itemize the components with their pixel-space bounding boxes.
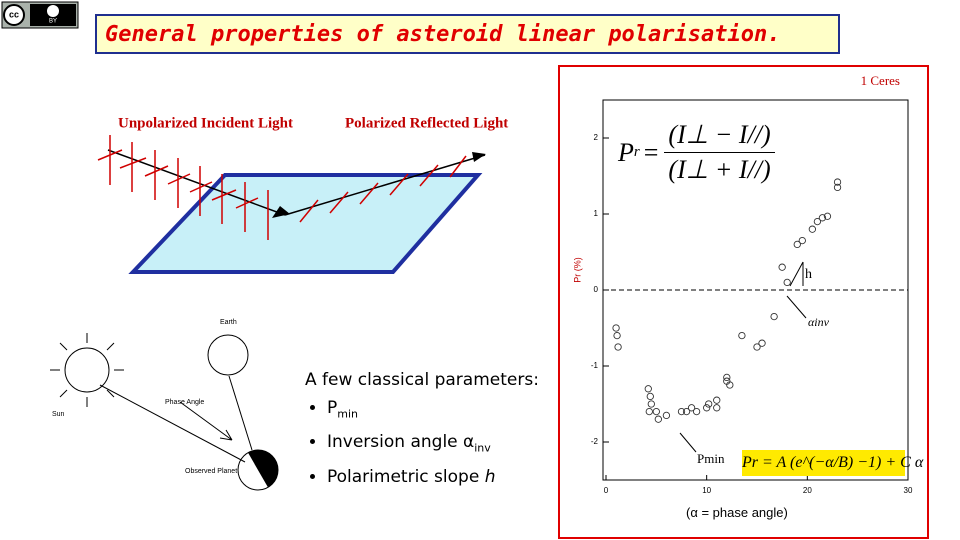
sun-label: Sun xyxy=(52,411,65,418)
fit-formula: Pr = A (e^(−α/B) −1) + C α xyxy=(742,450,923,476)
data-point xyxy=(652,407,660,416)
data-point xyxy=(705,400,713,408)
data-point xyxy=(645,407,653,416)
y-axis-label: Pr (%) xyxy=(572,257,582,283)
parameter-item: Pmin xyxy=(327,394,539,428)
data-point xyxy=(647,400,655,408)
data-point xyxy=(644,385,652,393)
y-tick-label: -2 xyxy=(591,437,599,446)
data-point xyxy=(726,381,734,389)
data-point xyxy=(783,278,791,287)
data-point xyxy=(654,415,662,423)
earth-label: Earth xyxy=(220,319,237,326)
data-point xyxy=(753,343,761,351)
formula-lhs-sub: r xyxy=(633,144,640,160)
chart-title: 1 Ceres xyxy=(861,73,900,88)
y-tick-label: 2 xyxy=(594,133,599,142)
data-point xyxy=(687,404,696,412)
data-point xyxy=(646,392,654,401)
inversion-label: αinv xyxy=(808,315,830,329)
data-point xyxy=(613,331,621,340)
formula-eq: = xyxy=(643,137,659,167)
reflected-label: Polarized Reflected Light xyxy=(345,115,508,131)
polarization-arrows xyxy=(97,135,467,240)
planet-label: Observed Planet xyxy=(185,468,237,475)
caption: (α = phase angle) xyxy=(686,505,788,520)
item-text: P xyxy=(327,398,338,418)
surface xyxy=(128,173,483,274)
data-point xyxy=(823,212,832,220)
sun-rays xyxy=(50,333,124,407)
data-point xyxy=(758,339,766,347)
data-point xyxy=(770,312,778,321)
minimum-pointer xyxy=(679,432,697,453)
data-point xyxy=(808,225,817,233)
parameter-items: Pmin Inversion angle αinv Polarimetric s… xyxy=(305,394,539,491)
data-point xyxy=(703,404,711,412)
by-icon xyxy=(47,5,59,17)
inversion-pointer xyxy=(786,295,807,319)
data-point xyxy=(723,373,731,382)
data-point xyxy=(713,404,721,412)
sun-line xyxy=(99,384,246,463)
slide-title: General properties of asteroid linear po… xyxy=(95,14,840,54)
x-tick-label: 0 xyxy=(604,486,609,495)
cc-text: cc xyxy=(9,9,19,19)
data-point xyxy=(662,411,671,420)
minimum-label: Pmin xyxy=(697,451,725,466)
phase-label: Phase Angle xyxy=(165,399,204,406)
item-sub: min xyxy=(337,407,359,421)
phase-arrow xyxy=(179,401,233,441)
data-point xyxy=(614,343,622,351)
y-tick-label: -1 xyxy=(591,361,599,370)
cc-icon xyxy=(3,4,25,26)
data-point xyxy=(677,407,686,416)
sun xyxy=(64,347,110,393)
y-tick-label: 0 xyxy=(594,285,599,294)
formula-lhs: P xyxy=(618,137,634,167)
data-point xyxy=(833,178,842,186)
parameter-list: A few classical parameters: Pmin Inversi… xyxy=(305,366,539,491)
data-point xyxy=(713,396,721,404)
arrow-head xyxy=(472,152,486,162)
data-point xyxy=(833,183,842,192)
data-point xyxy=(778,263,786,271)
data-point xyxy=(612,324,620,332)
x-tick-label: 20 xyxy=(803,486,812,495)
parameter-item: Inversion angle αinv xyxy=(327,428,539,462)
data-point xyxy=(813,217,822,226)
earth xyxy=(207,334,249,376)
x-tick-label: 30 xyxy=(904,486,913,495)
item-text: Inversion angle α xyxy=(327,432,475,453)
item-sub: inv xyxy=(474,441,491,455)
data-point xyxy=(818,214,827,222)
item-text: Polarimetric slope xyxy=(327,466,485,487)
planet-shadow xyxy=(248,450,278,488)
parameter-item: Polarimetric slope h xyxy=(327,463,539,491)
parameter-heading: A few classical parameters: xyxy=(305,370,539,390)
fraction: (I⊥ − I//) (I⊥ + I//) xyxy=(664,118,775,187)
arrow-head xyxy=(272,206,290,218)
earth-line xyxy=(228,375,253,451)
y-tick-label: 1 xyxy=(594,209,599,218)
data-point xyxy=(692,407,701,416)
data-point xyxy=(738,331,746,340)
denominator: (I⊥ + I//) xyxy=(668,155,771,184)
x-tick-label: 10 xyxy=(702,486,711,495)
by-text: BY xyxy=(49,19,57,25)
data-point xyxy=(793,240,801,249)
slope-guide xyxy=(789,261,804,287)
data-point xyxy=(682,407,691,416)
incident-label: Unpolarized Incident Light xyxy=(118,115,293,131)
data-point xyxy=(798,236,806,245)
slope-label: h xyxy=(805,267,812,282)
item-italic: h xyxy=(484,466,496,487)
numerator: (I⊥ − I//) xyxy=(664,118,775,153)
